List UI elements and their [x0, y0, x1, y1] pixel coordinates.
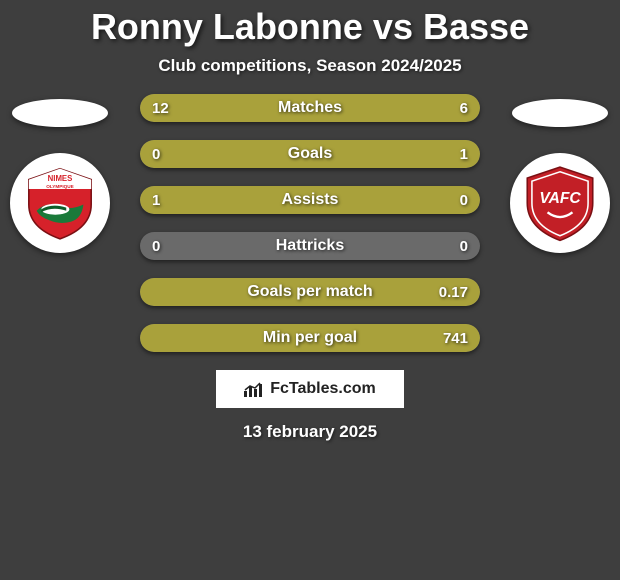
page-title: Ronny Labonne vs Basse: [0, 0, 620, 48]
brand-chart-icon: [244, 381, 264, 397]
infographic-date: 13 february 2025: [0, 422, 620, 442]
left-club-crest-ring: NIMES OLYMPIQUE: [10, 153, 110, 253]
stat-label: Matches: [140, 94, 480, 122]
stat-row: 0.17Goals per match: [140, 278, 480, 306]
svg-text:VAFC: VAFC: [539, 190, 581, 207]
stat-row: 01Goals: [140, 140, 480, 168]
footer: FcTables.com 13 february 2025: [0, 370, 620, 442]
svg-text:NIMES: NIMES: [48, 174, 73, 183]
stat-bars: 126Matches 01Goals 10Assists 00Hattricks 0.1…: [140, 94, 480, 352]
brand-badge: FcTables.com: [216, 370, 404, 408]
left-player-column: NIMES OLYMPIQUE: [0, 94, 120, 253]
left-club-crest: NIMES OLYMPIQUE: [21, 164, 99, 242]
right-country-flag: [512, 99, 608, 127]
svg-text:OLYMPIQUE: OLYMPIQUE: [46, 184, 74, 189]
stat-label: Goals per match: [140, 278, 480, 306]
stat-row: 741Min per goal: [140, 324, 480, 352]
stat-label: Hattricks: [140, 232, 480, 260]
page-subtitle: Club competitions, Season 2024/2025: [0, 56, 620, 76]
stat-row: 00Hattricks: [140, 232, 480, 260]
comparison-stage: NIMES OLYMPIQUE VAFC 126M: [0, 94, 620, 352]
right-player-column: VAFC: [500, 94, 620, 253]
stat-label: Goals: [140, 140, 480, 168]
right-club-crest: VAFC: [521, 164, 599, 242]
stat-row: 126Matches: [140, 94, 480, 122]
left-country-flag: [12, 99, 108, 127]
stat-row: 10Assists: [140, 186, 480, 214]
brand-text: FcTables.com: [270, 380, 376, 398]
stat-label: Min per goal: [140, 324, 480, 352]
stat-label: Assists: [140, 186, 480, 214]
right-club-crest-ring: VAFC: [510, 153, 610, 253]
